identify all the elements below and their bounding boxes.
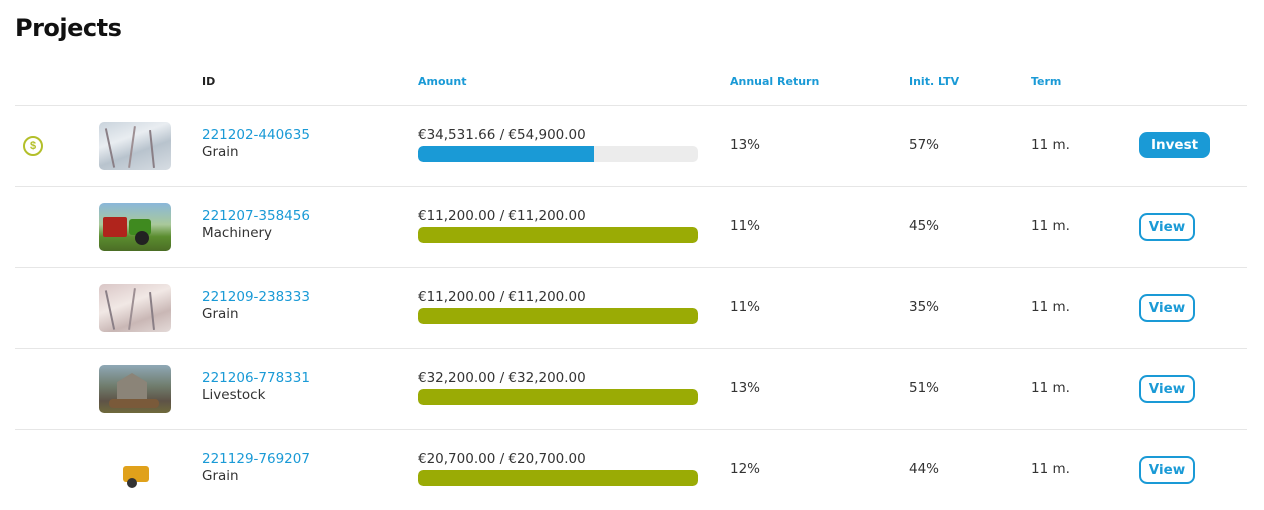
view-button[interactable]: View [1139,375,1195,403]
funding-progress-fill [418,470,698,486]
column-header-id: ID [202,75,216,88]
term: 11 m. [1031,218,1070,234]
funding-progress-fill [418,227,698,243]
column-header-init-ltv[interactable]: Init. LTV [909,75,960,88]
view-button[interactable]: View [1139,456,1195,484]
project-id-link[interactable]: 221209-238333 [202,289,310,305]
init-ltv: 51% [909,380,940,396]
project-id-cell: 221202-440635 Grain [202,127,310,161]
funding-progress-bar [418,470,698,486]
funding-progress-bar [418,227,698,243]
coin-icon: $ [23,136,43,156]
project-category: Machinery [202,225,273,241]
project-thumbnail[interactable] [99,122,171,170]
cattle-shape [109,399,159,408]
grass-stem-shape [149,129,155,169]
project-thumbnail[interactable] [99,284,171,332]
grass-stem-shape [104,128,116,168]
table-row: $ 221202-440635 Grain €34,531.66 / €54,9… [15,106,1247,187]
amount-text: €34,531.66 / €54,900.00 [418,127,586,143]
barn-shape [117,373,147,399]
project-category: Livestock [202,387,266,403]
amount-text: €11,200.00 / €11,200.00 [418,208,586,224]
project-category: Grain [202,468,239,484]
view-button[interactable]: View [1139,213,1195,241]
amount-text: €11,200.00 / €11,200.00 [418,289,586,305]
project-category: Grain [202,144,239,160]
project-thumbnail[interactable] [99,365,171,413]
annual-return: 13% [730,137,761,153]
wheel-shape [135,231,149,245]
annual-return: 11% [730,218,761,234]
amount-text: €20,700.00 / €20,700.00 [418,451,586,467]
column-header-annual-return[interactable]: Annual Return [730,75,820,88]
project-id-link[interactable]: 221207-358456 [202,208,310,224]
funding-progress-fill [418,308,698,324]
project-thumbnail[interactable] [99,446,171,494]
project-id-link[interactable]: 221202-440635 [202,127,310,143]
term: 11 m. [1031,380,1070,396]
amount-text: €32,200.00 / €32,200.00 [418,370,586,386]
funding-progress-fill [418,146,595,162]
annual-return: 12% [730,461,761,477]
trailer-shape [103,217,127,237]
term: 11 m. [1031,299,1070,315]
project-thumbnail[interactable] [99,203,171,251]
funding-progress-bar [418,389,698,405]
annual-return: 11% [730,299,761,315]
init-ltv: 35% [909,299,940,315]
project-id-cell: 221207-358456 Machinery [202,208,310,242]
table-row: 221209-238333 Grain €11,200.00 / €11,200… [15,268,1247,349]
project-id-link[interactable]: 221129-769207 [202,451,310,467]
annual-return: 13% [730,380,761,396]
grass-stem-shape [104,290,116,330]
table-body: $ 221202-440635 Grain €34,531.66 / €54,9… [15,106,1247,510]
project-id-cell: 221209-238333 Grain [202,289,310,323]
invest-button[interactable]: Invest [1139,132,1211,158]
page-title: Projects [15,14,122,42]
project-category: Grain [202,306,239,322]
view-button[interactable]: View [1139,294,1195,322]
init-ltv: 57% [909,137,940,153]
funding-progress-bar [418,146,698,162]
table-row: 221207-358456 Machinery €11,200.00 / €11… [15,187,1247,268]
projects-table: ID Amount Annual Return Init. LTV Term $… [15,58,1247,510]
table-row: 221206-778331 Livestock €32,200.00 / €32… [15,349,1247,430]
table-header: ID Amount Annual Return Init. LTV Term [15,58,1247,106]
grass-stem-shape [149,291,155,331]
term: 11 m. [1031,461,1070,477]
init-ltv: 45% [909,218,940,234]
project-id-cell: 221206-778331 Livestock [202,370,310,404]
term: 11 m. [1031,137,1070,153]
project-id-cell: 221129-769207 Grain [202,451,310,485]
grass-stem-shape [128,126,136,168]
table-row: 221129-769207 Grain €20,700.00 / €20,700… [15,430,1247,510]
funding-progress-bar [418,308,698,324]
grass-stem-shape [128,288,136,330]
column-header-amount[interactable]: Amount [418,75,467,88]
funding-progress-fill [418,389,698,405]
init-ltv: 44% [909,461,940,477]
wheel-shape [127,478,137,488]
column-header-term[interactable]: Term [1031,75,1062,88]
project-id-link[interactable]: 221206-778331 [202,370,310,386]
